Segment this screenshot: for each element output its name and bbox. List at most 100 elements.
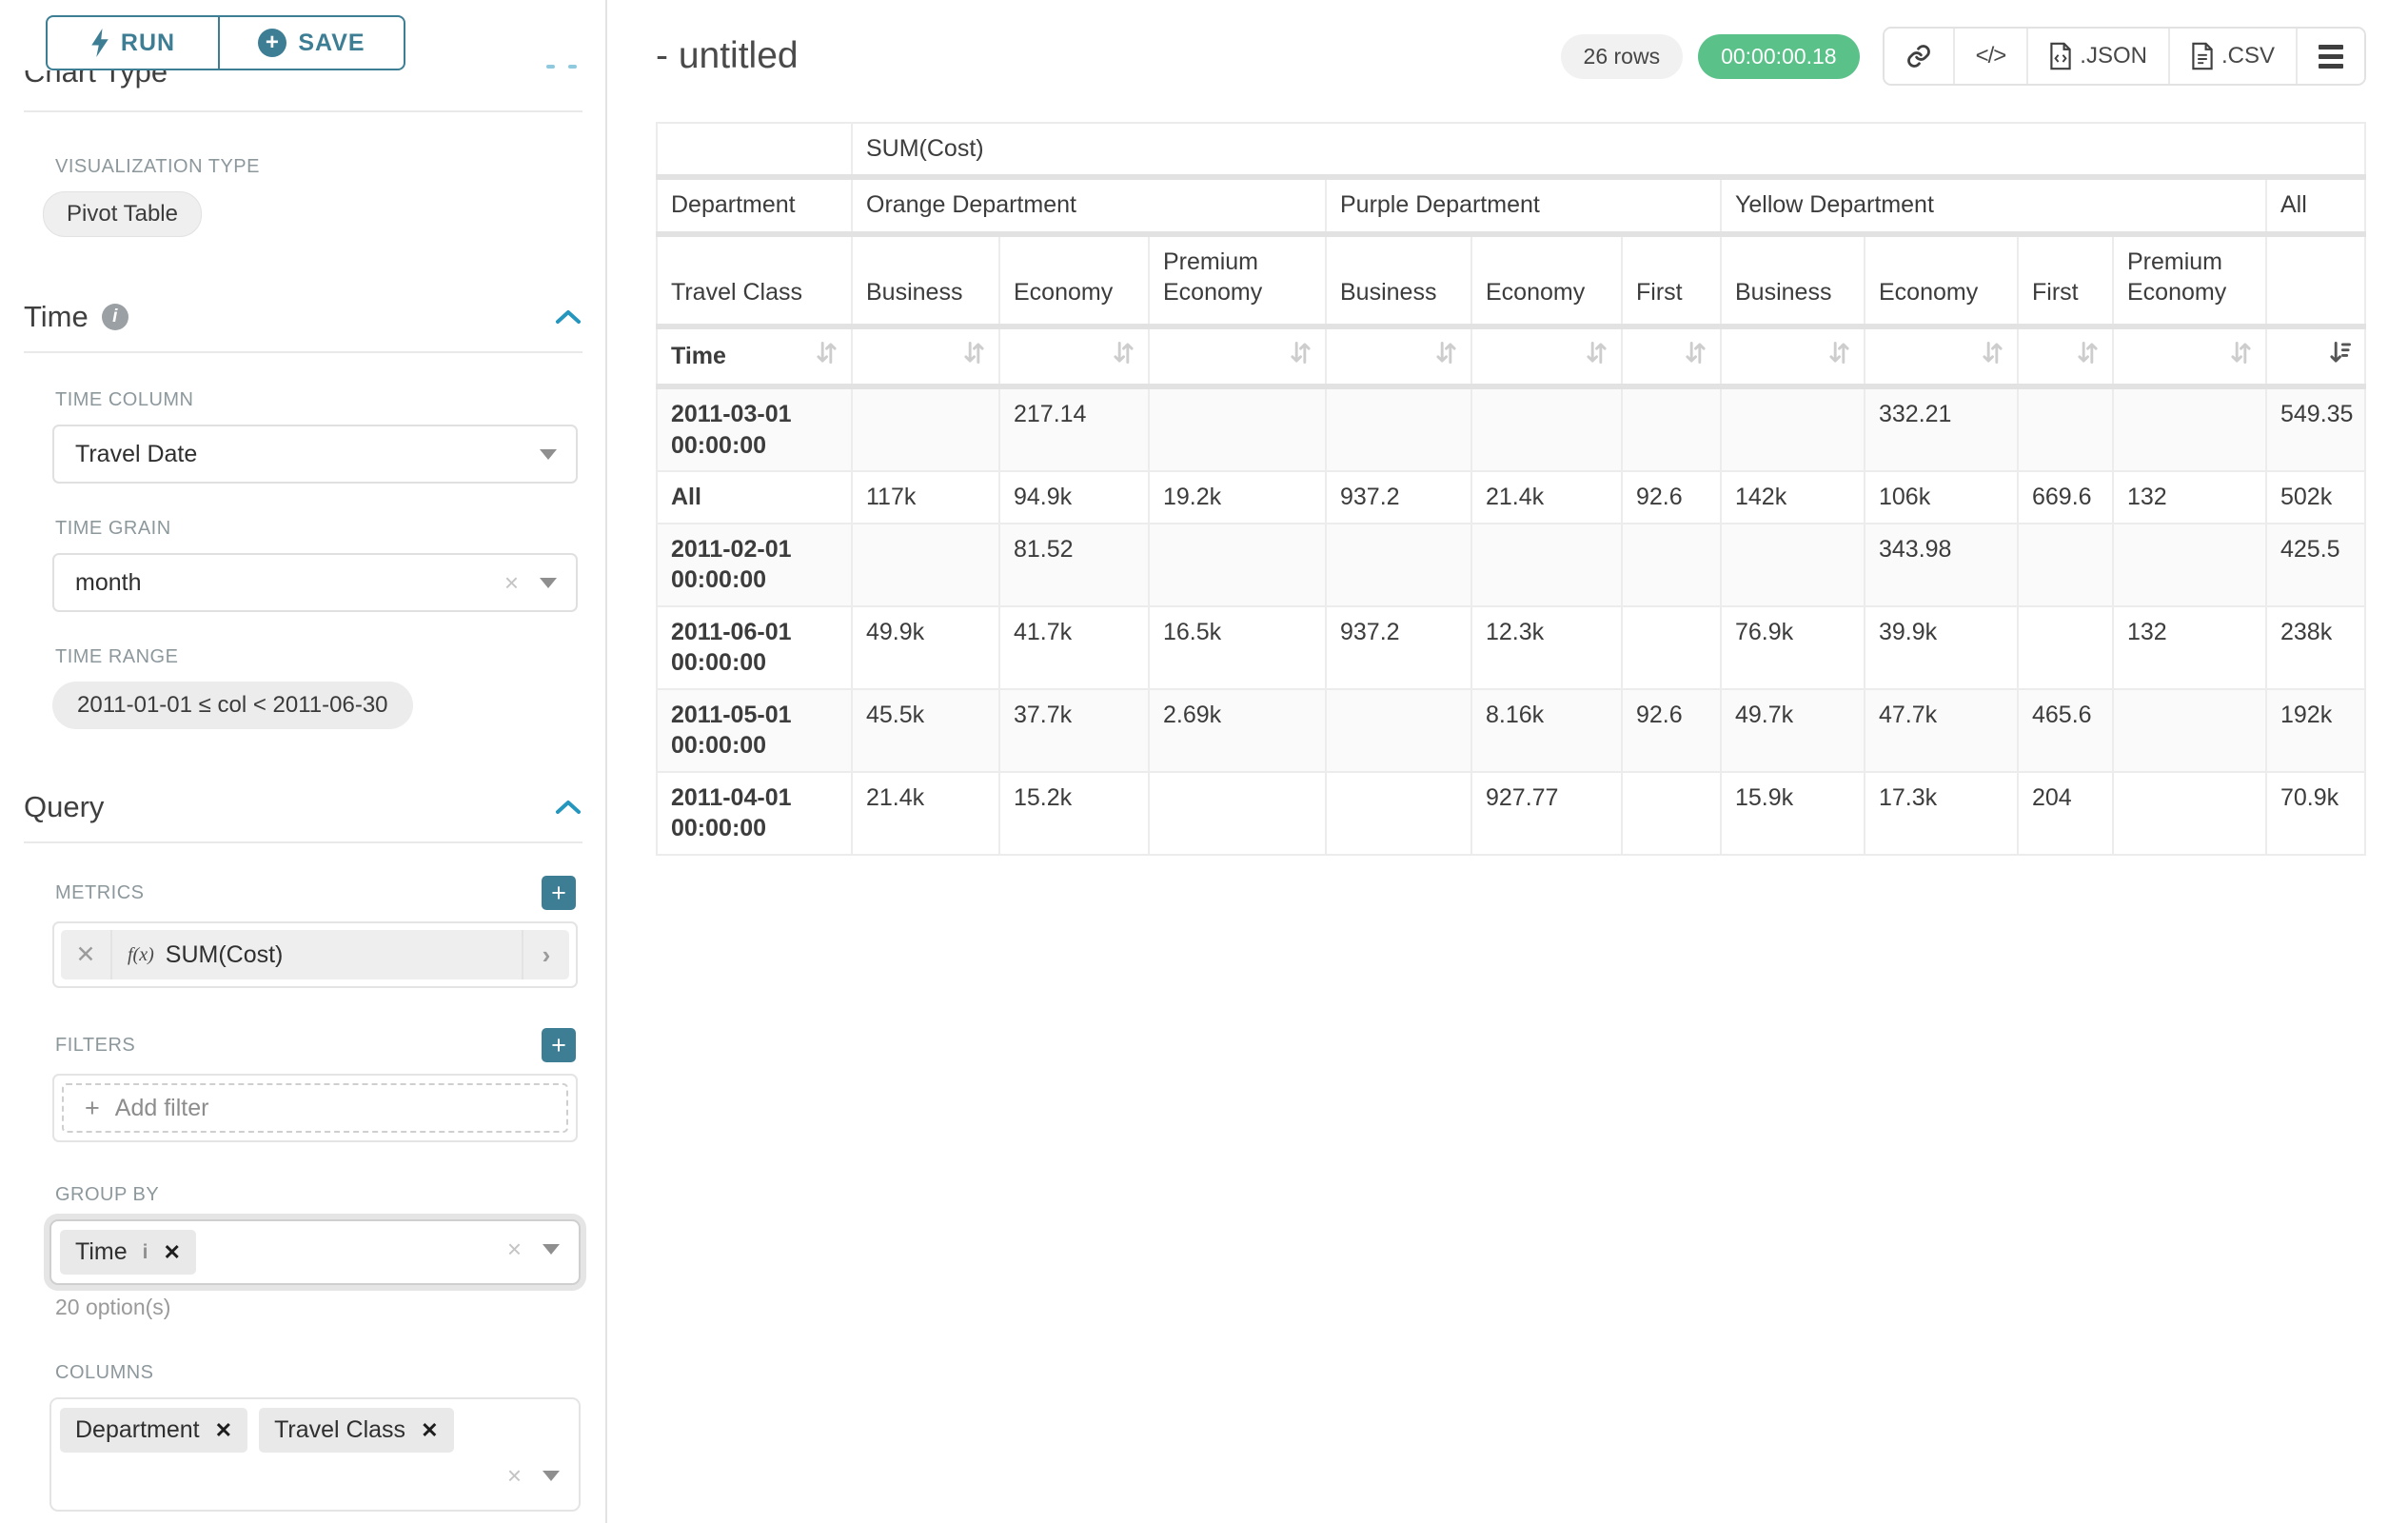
remove-chip-icon[interactable]: ✕ — [214, 1417, 233, 1442]
value-cell: 45.5k — [851, 687, 1000, 773]
sort-icon — [1586, 339, 1608, 375]
column-sort-header[interactable] — [2264, 325, 2367, 387]
visualization-type-label: VISUALIZATION TYPE — [55, 156, 260, 177]
value-cell — [1621, 386, 1722, 472]
travel-class-axis-label: Travel Class — [656, 232, 853, 327]
collapse-chevron-icon[interactable] — [554, 308, 582, 326]
row-label: All — [656, 470, 853, 524]
csv-label: .CSV — [2220, 43, 2275, 69]
metrics-label: METRICS — [55, 881, 145, 903]
value-cell: 81.52 — [998, 522, 1150, 607]
value-cell: 12.3k — [1470, 604, 1623, 690]
columns-options-hint: 19 option(s) — [55, 1521, 605, 1523]
value-cell: 465.6 — [2017, 687, 2114, 773]
time-range-label: TIME RANGE — [55, 646, 179, 667]
field-chip[interactable]: Time i ✕ — [60, 1230, 196, 1275]
sort-icon — [1685, 339, 1707, 375]
field-chip-label: Travel Class — [274, 1416, 406, 1443]
sort-icon — [2230, 339, 2252, 375]
chevron-down-icon[interactable] — [543, 1244, 560, 1255]
add-metric-button[interactable]: + — [542, 876, 576, 910]
field-chip[interactable]: Department ✕ — [60, 1408, 248, 1453]
value-cell: 549.35 — [2264, 386, 2367, 472]
time-axis-label: Time — [671, 343, 726, 369]
value-cell: 8.16k — [1470, 687, 1623, 773]
metric-pill[interactable]: ✕ f(x) SUM(Cost) › — [61, 930, 569, 979]
table-row: 2011-02-01 00:00:00 81.52 343.98 425.5 — [656, 522, 2367, 607]
plus-circle-icon: + — [258, 29, 287, 57]
visualization-type-chip[interactable]: Pivot Table — [43, 191, 202, 237]
value-cell: 343.98 — [1864, 522, 2019, 607]
value-cell — [2112, 770, 2267, 856]
value-cell: 425.5 — [2264, 522, 2367, 607]
info-icon: i — [101, 304, 128, 330]
value-cell — [2017, 386, 2114, 472]
column-sort-header[interactable] — [1148, 325, 1327, 387]
value-cell: 94.9k — [998, 470, 1150, 524]
field-chip[interactable]: Travel Class ✕ — [259, 1408, 454, 1453]
remove-metric-icon[interactable]: ✕ — [61, 930, 112, 979]
menu-button[interactable] — [2296, 29, 2364, 84]
column-sort-header[interactable] — [1864, 325, 2019, 387]
add-filter-label: Add filter — [114, 1094, 209, 1121]
column-sort-header[interactable] — [1325, 325, 1472, 387]
sort-icon — [1982, 339, 2003, 375]
clear-icon[interactable]: × — [506, 1461, 522, 1490]
collapse-chevron-icon[interactable] — [554, 799, 582, 816]
column-sort-header[interactable] — [851, 325, 1000, 387]
department-group-header: All — [2264, 175, 2367, 235]
value-cell: 15.2k — [998, 770, 1150, 856]
value-cell: 49.7k — [1720, 687, 1865, 773]
column-sort-header[interactable] — [1720, 325, 1865, 387]
value-cell — [1470, 386, 1623, 472]
column-sort-header[interactable] — [1470, 325, 1623, 387]
export-csv-button[interactable]: .CSV — [2167, 29, 2296, 84]
value-cell: 132 — [2112, 470, 2267, 524]
share-link-button[interactable] — [1884, 29, 1953, 84]
columns-select[interactable]: Department ✕ Travel Class ✕ × — [49, 1397, 581, 1512]
travel-class-header: Premium Economy — [1148, 232, 1327, 327]
column-sort-header[interactable] — [1621, 325, 1722, 387]
embed-code-button[interactable]: </> — [1952, 29, 2027, 84]
value-cell — [1621, 522, 1722, 607]
value-cell: 332.21 — [1864, 386, 2019, 472]
chevron-right-icon[interactable]: › — [522, 930, 569, 979]
add-filter-dropzone[interactable]: + Add filter — [62, 1083, 568, 1133]
time-range-chip[interactable]: 2011-01-01 ≤ col < 2011-06-30 — [52, 682, 413, 729]
travel-class-header: First — [2017, 232, 2114, 327]
value-cell — [1325, 386, 1472, 472]
value-cell: 217.14 — [998, 386, 1150, 472]
time-column-label: TIME COLUMN — [55, 389, 194, 410]
row-label: 2011-04-01 00:00:00 — [656, 770, 853, 856]
plus-icon: + — [85, 1093, 100, 1122]
columns-label: COLUMNS — [55, 1362, 154, 1383]
column-sort-header[interactable] — [2112, 325, 2267, 387]
time-grain-select[interactable]: month × — [52, 553, 578, 612]
value-cell: 70.9k — [2264, 770, 2367, 856]
fx-icon: f(x) — [128, 943, 154, 965]
run-button[interactable]: RUN — [46, 15, 219, 70]
time-column-select[interactable]: Travel Date — [52, 425, 578, 484]
value-cell: 21.4k — [851, 770, 1000, 856]
add-filter-button[interactable]: + — [542, 1028, 576, 1062]
department-group-header: Yellow Department — [1720, 175, 2267, 235]
clear-icon[interactable]: × — [506, 1235, 522, 1263]
export-json-button[interactable]: .JSON — [2026, 29, 2168, 84]
travel-class-header: Premium Economy — [2112, 232, 2267, 327]
remove-chip-icon[interactable]: ✕ — [421, 1417, 439, 1442]
time-sort-header[interactable]: Time — [656, 325, 853, 387]
travel-class-header — [2264, 232, 2367, 327]
chevron-down-icon[interactable] — [543, 1471, 560, 1481]
travel-class-header: Economy — [1864, 232, 2019, 327]
save-button[interactable]: + SAVE — [219, 15, 405, 70]
value-cell — [2112, 386, 2267, 472]
column-sort-header[interactable] — [998, 325, 1150, 387]
column-sort-header[interactable] — [2017, 325, 2114, 387]
csv-file-icon — [2192, 42, 2213, 70]
section-divider — [24, 351, 582, 353]
travel-class-header: Economy — [1470, 232, 1623, 327]
value-cell — [1720, 386, 1865, 472]
group-by-select[interactable]: Time i ✕ × — [49, 1219, 581, 1285]
clear-icon[interactable]: × — [503, 567, 519, 597]
remove-chip-icon[interactable]: ✕ — [163, 1239, 181, 1264]
